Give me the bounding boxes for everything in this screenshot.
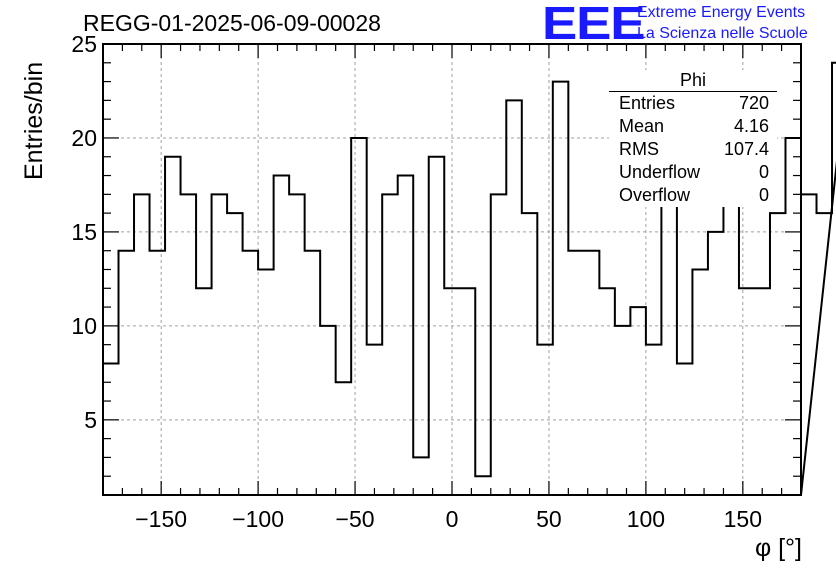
y-tick-label: 25 xyxy=(71,31,97,57)
x-tick-label: 150 xyxy=(724,506,762,532)
stats-value: 4.16 xyxy=(733,116,769,136)
stats-value: 0 xyxy=(758,185,769,205)
stats-label: Entries xyxy=(619,93,676,113)
logo-subtitle-1: Extreme Energy Events xyxy=(637,4,806,21)
y-tick-label: 15 xyxy=(71,219,97,245)
x-tick-label: 0 xyxy=(446,506,459,532)
x-tick-label: −150 xyxy=(135,506,187,532)
stats-label: Mean xyxy=(619,116,665,136)
stats-box: Phi Entries 720 Mean 4.16 RMS 107.4 Unde… xyxy=(609,70,777,207)
x-tick-label: −100 xyxy=(232,506,284,532)
stats-row-rms: RMS 107.4 xyxy=(609,138,777,161)
chart-title: REGG-01-2025-06-09-00028 xyxy=(83,10,381,36)
stats-label: Underflow xyxy=(619,162,701,182)
x-tick-label: 50 xyxy=(536,506,562,532)
stats-row-overflow: Overflow 0 xyxy=(609,184,777,207)
stats-label: Overflow xyxy=(619,185,691,205)
y-tick-label: 20 xyxy=(71,125,97,151)
eee-logo: EEE xyxy=(542,0,646,49)
stats-row-mean: Mean 4.16 xyxy=(609,115,777,138)
histogram-series xyxy=(102,61,836,496)
y-tick-label: 5 xyxy=(84,407,97,433)
stats-value: 0 xyxy=(758,162,769,182)
y-axis-label: Entries/bin xyxy=(20,61,48,180)
stats-value: 720 xyxy=(738,93,769,113)
stats-row-underflow: Underflow 0 xyxy=(609,161,777,184)
x-tick-label: −50 xyxy=(336,506,375,532)
x-tick-label: 100 xyxy=(627,506,665,532)
stats-value: 107.4 xyxy=(723,139,769,159)
stats-label: RMS xyxy=(619,139,659,159)
stats-row-entries: Entries 720 xyxy=(609,92,777,115)
x-axis-label: φ [°] xyxy=(754,534,802,562)
y-tick-label: 10 xyxy=(71,313,97,339)
stats-title: Phi xyxy=(609,70,777,92)
logo-subtitle-2: La Scienza nelle Scuole xyxy=(637,25,808,42)
y-axis: 5 10 15 20 25 xyxy=(71,31,801,496)
x-axis: −150 −100 −50 0 50 100 150 xyxy=(102,44,802,532)
